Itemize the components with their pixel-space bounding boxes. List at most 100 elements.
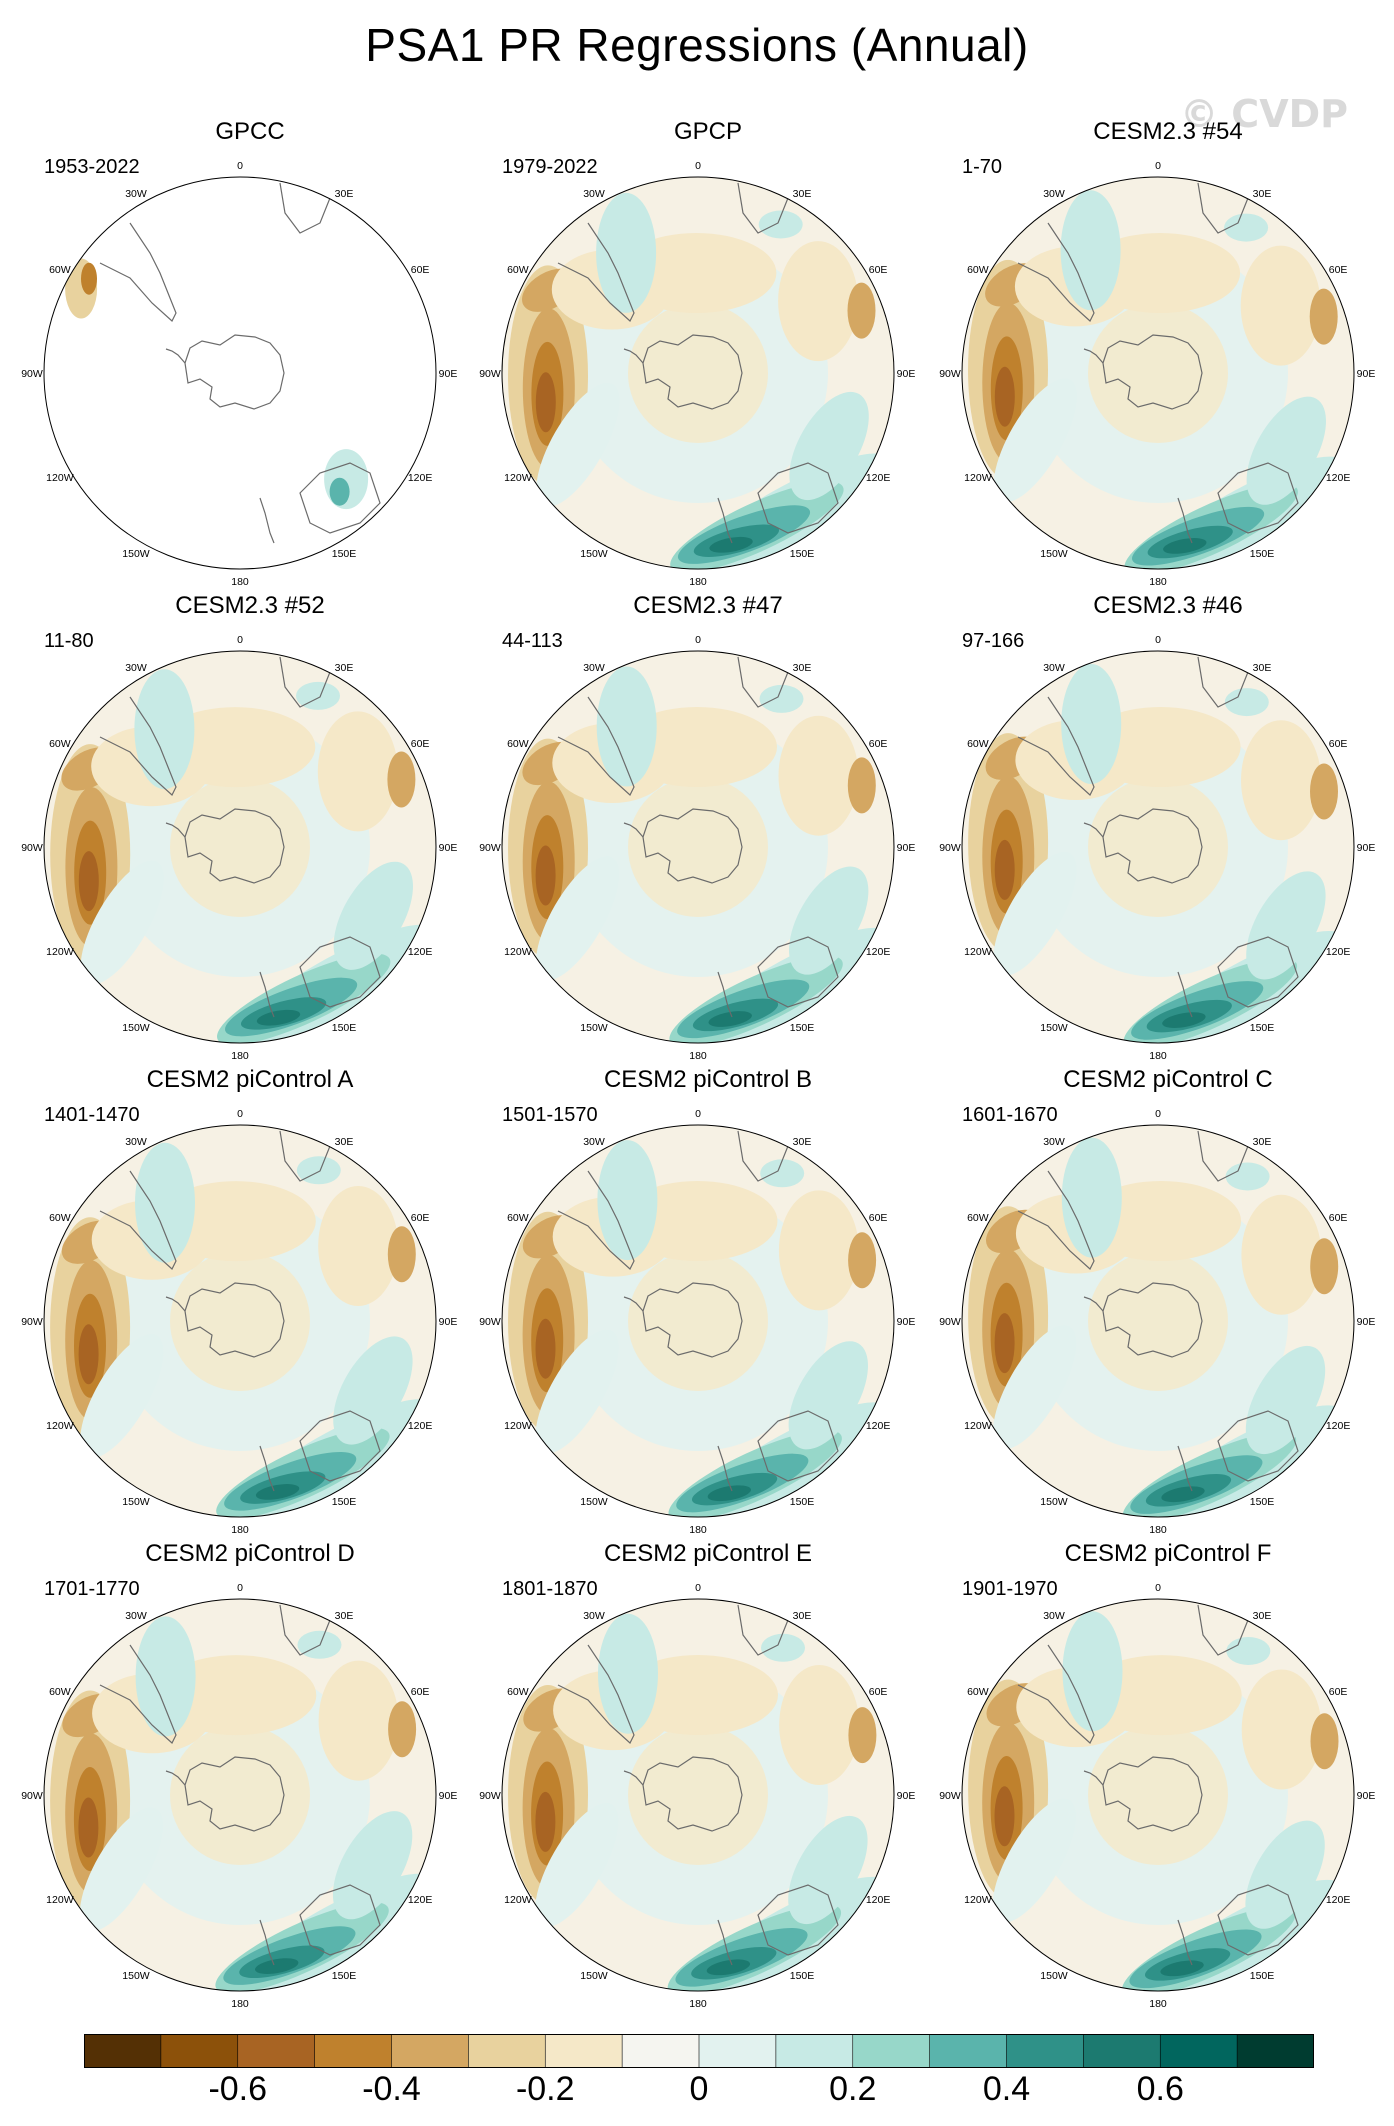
longitude-label: 150E [1250,548,1275,560]
colorbar [84,2034,1314,2068]
longitude-label: 180 [1149,1050,1167,1062]
anomaly-shading [789,866,869,975]
coastlines [1017,1130,1299,1492]
colorbar-label: 0 [689,2070,709,2108]
longitude-label: 60W [967,738,989,750]
coastlines [557,1130,839,1492]
anomaly-shading [789,391,869,501]
longitude-label: 0 [695,634,701,646]
colorbar-label: 0.4 [982,2070,1031,2108]
longitude-label: 30W [583,188,605,200]
longitude-label: 120E [408,1894,433,1906]
longitude-label: 30E [1253,1610,1272,1622]
anomaly-shading [1246,871,1326,980]
longitude-label: 180 [1149,1524,1167,1536]
longitude-label: 120E [866,946,891,958]
longitude-label: 30W [583,1136,605,1148]
anomaly-shading [778,241,859,362]
anomaly-shading [778,715,859,836]
map-panel: CESM2 piControl A 1401-1470 0 30E 60E 90E 120E… [21,1066,470,1536]
colorbar-label: -0.2 [515,2070,575,2108]
colorbar-swatch [84,2034,162,2068]
anomaly-shading [707,1485,751,1502]
longitude-label: 150E [1250,1970,1275,1982]
anomaly-shading [994,839,1015,900]
longitude-label: 90W [479,1316,501,1328]
longitude-label: 150E [332,1496,357,1508]
longitude-label: 60W [507,738,529,750]
longitude-label: 180 [1149,576,1167,588]
longitude-label: 150E [1250,1022,1275,1034]
longitude-label: 30W [125,662,147,674]
coastlines [557,182,839,544]
anomaly-shading [155,707,316,788]
anomaly-shading [332,1811,413,1920]
longitude-label: 150E [790,1970,815,1982]
anomaly-shading [535,1329,619,1454]
panel-title: CESM2.3 #54 [1093,118,1243,145]
anomaly-shading [994,1313,1015,1374]
longitude-label: 90E [1357,842,1376,854]
longitude-label: 60E [411,264,430,276]
longitude-label: 60E [1329,1212,1348,1224]
anomaly-shading [78,851,99,912]
map-panel: CESM2.3 #54 1-70 0 30E 60E 90E 120E 150E 180 150W… [939,118,1388,588]
colorbar-swatch [852,2034,931,2068]
anomaly-shading [1224,688,1269,717]
panel-title: CESM2 piControl F [1064,1540,1272,1567]
anomaly-shading [1224,213,1269,242]
longitude-label: 120W [46,472,74,484]
map-panel: CESM2.3 #46 97-166 0 30E 60E 90E 120E 150E 180 15… [939,592,1388,1062]
longitude-label: 0 [237,1582,243,1594]
longitude-label: 60E [869,1212,888,1224]
colorbar-swatch [1237,2034,1314,2068]
map-boundary [961,650,1355,1044]
anomaly-shading [318,1660,399,1781]
panel-years: 1601-1670 [962,1104,1058,1126]
longitude-label: 120E [408,472,433,484]
longitude-label: 30W [583,1610,605,1622]
longitude-label: 30E [335,188,354,200]
longitude-label: 0 [237,160,243,172]
longitude-label: 150W [122,548,150,560]
anomaly-shading [760,1159,805,1188]
longitude-label: 120W [504,946,532,958]
longitude-label: 30W [583,662,605,674]
map-boundary [43,176,437,570]
longitude-label: 120W [504,1420,532,1432]
panel-years: 11-80 [44,630,94,652]
anomaly-shading [78,1324,99,1385]
longitude-label: 90W [21,1316,43,1328]
map-boundary [501,1598,895,1992]
panel-title: CESM2 piControl B [603,1066,813,1093]
anomaly-shading [535,856,620,981]
panel-title: CESM2.3 #46 [1093,592,1243,619]
anomaly-shading [135,1616,196,1737]
map-boundary [43,1124,437,1518]
anomaly-shading [597,1140,658,1261]
anomaly-core [170,777,310,917]
anomaly-shading [535,1803,619,1927]
polar-stereographic-map: 0 30E 60E 90E 120E 150E 180 150W 120W 90W 60W 30W [479,1582,915,2010]
anomaly-shading [134,669,195,790]
map-panel: CESM2.3 #52 11-80 0 30E 60E 90E 120E 150E 180 150… [21,592,470,1062]
longitude-label: 30W [125,1136,147,1148]
map-boundary [43,650,437,1044]
colorbar-swatch [1006,2034,1084,2068]
anomaly-core [628,1251,768,1391]
anomaly-shading [993,851,1077,976]
polar-stereographic-map: 0 30E 60E 90E 120E 150E 180 150W 120W 90W 60W 30W [939,160,1375,588]
longitude-label: 90E [897,1316,916,1328]
longitude-label: 180 [231,1998,249,2010]
longitude-label: 150W [1040,548,1068,560]
panel-title: CESM2 piControl C [1063,1066,1273,1093]
anomaly-shading [759,684,804,713]
anomaly-core [628,777,768,917]
anomaly-shading [79,1807,164,1932]
polar-stereographic-map: 0 30E 60E 90E 120E 150E 180 150W 120W 90W 60W 30W [479,160,915,588]
anomaly-shading [535,1791,556,1852]
longitude-label: 150E [1250,1496,1275,1508]
anomaly-shading [616,233,777,313]
anomaly-shading [318,1186,399,1306]
colorbar-swatch [929,2034,1008,2068]
